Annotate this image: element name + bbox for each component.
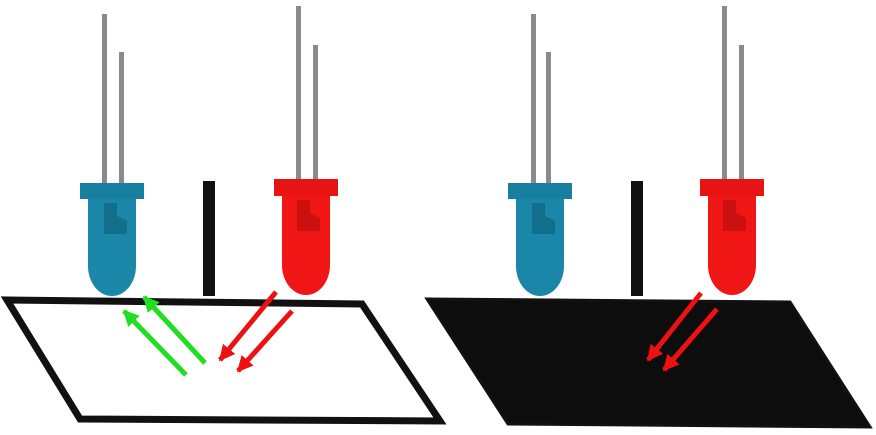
light-barrier [203, 181, 215, 296]
emitter-led-lead-long [296, 6, 301, 186]
receiver-led [80, 14, 144, 296]
receiver-led-rim [508, 183, 572, 199]
black-surface-panel [424, 6, 873, 429]
receiver-led [508, 14, 572, 296]
emitter-led [700, 6, 764, 295]
emitter-led-lead-long [722, 6, 727, 186]
emitter-led-lead-short [739, 45, 744, 186]
receiver-led-lead-long [531, 14, 536, 186]
white-surface [0, 296, 447, 425]
receiver-led-rim [80, 183, 144, 199]
receiver-led-lead-short [119, 52, 124, 186]
light-barrier [631, 181, 643, 296]
receiver-led-die [104, 203, 127, 234]
reflected-light-arrow [142, 295, 207, 365]
white-surface-panel [0, 6, 447, 425]
emitter-led-rim [274, 179, 338, 196]
emitter-led-rim [700, 179, 764, 196]
black-surface [424, 297, 873, 429]
receiver-led-die [532, 203, 555, 234]
emitter-led [274, 6, 338, 295]
emitter-led-die [297, 200, 320, 231]
emitted-light-arrow [662, 307, 719, 372]
reflected-light-arrow [122, 309, 188, 377]
receiver-led-lead-long [102, 14, 107, 186]
emitter-led-lead-short [313, 45, 318, 186]
emitted-light-arrow [646, 291, 703, 362]
emitted-light-arrow [236, 309, 294, 373]
receiver-led-lead-short [546, 52, 551, 186]
emitter-led-die [723, 200, 746, 231]
emitted-light-arrow [218, 290, 278, 362]
